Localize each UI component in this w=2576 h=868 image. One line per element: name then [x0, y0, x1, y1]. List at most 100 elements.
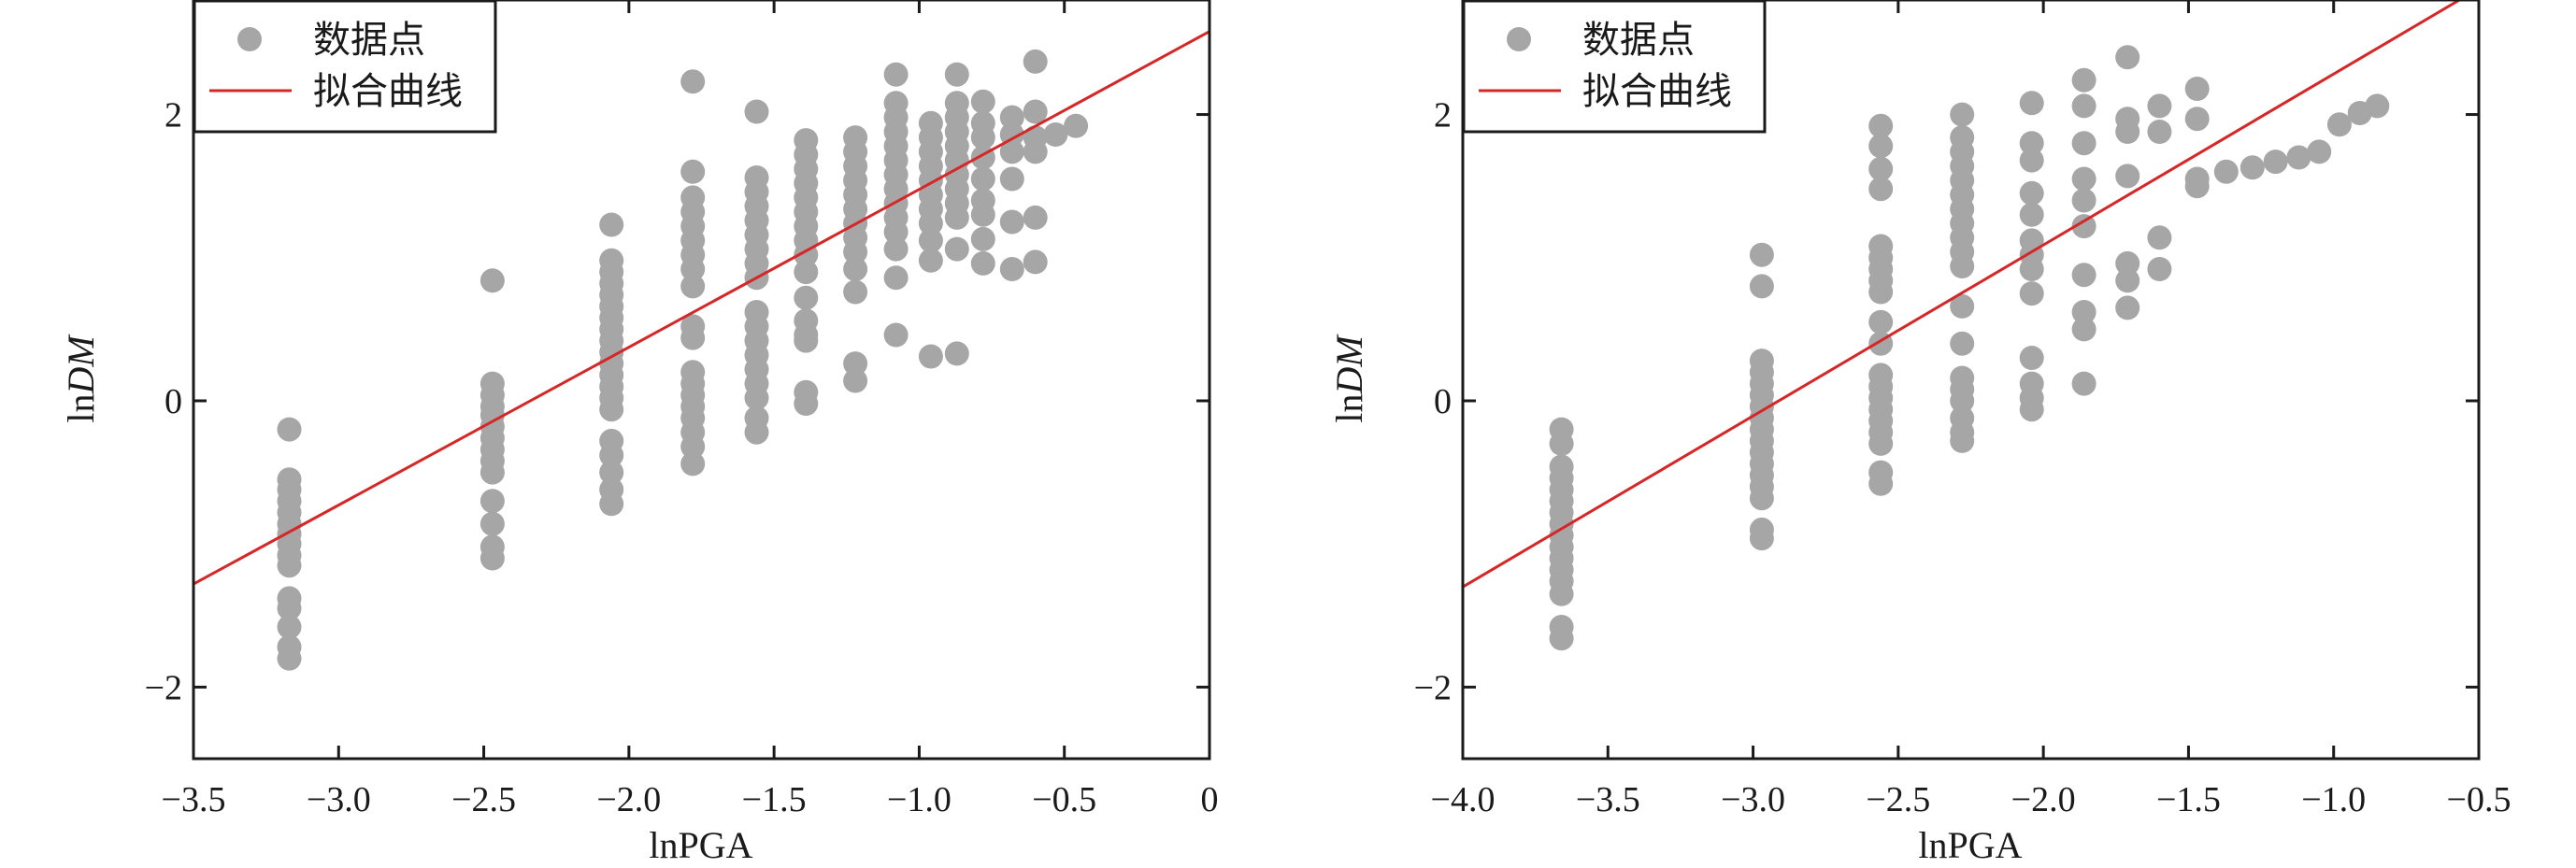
data-point-left: [918, 248, 943, 273]
data-point-left: [1023, 205, 1048, 230]
data-point-left: [999, 209, 1024, 235]
x-tick-label-left: 0: [1201, 780, 1219, 819]
data-point-left: [843, 239, 868, 264]
data-point-left: [944, 341, 969, 366]
data-point-right: [1950, 102, 1975, 127]
data-point-right: [2019, 202, 2044, 227]
legend-marker-points-left: [237, 27, 262, 51]
data-point-left: [680, 434, 706, 459]
data-point-right: [2019, 180, 2044, 206]
data-point-left: [680, 274, 706, 299]
y-tick-label-left: 2: [165, 96, 182, 135]
data-point-right: [2115, 164, 2140, 189]
data-point-left: [479, 268, 505, 293]
data-point-right: [2071, 67, 2097, 92]
data-point-left: [277, 553, 302, 578]
x-tick-label-left: −1.5: [742, 780, 807, 819]
data-point-right: [2184, 77, 2210, 101]
data-point-left: [1023, 99, 1048, 124]
data-point-right: [1868, 279, 1894, 305]
x-tick-label-left: −0.5: [1032, 780, 1096, 819]
data-point-left: [794, 391, 819, 416]
data-point-right: [2286, 145, 2311, 170]
data-point-right: [2019, 397, 2044, 422]
y-axis-label-right: lnDM: [1328, 334, 1370, 423]
data-point-right: [1749, 526, 1774, 551]
data-point-right: [2184, 107, 2210, 132]
data-point-left: [599, 460, 624, 485]
data-point-left: [970, 226, 995, 251]
data-point-right: [2019, 346, 2044, 370]
data-point-left: [970, 89, 995, 114]
data-point-left: [680, 69, 706, 94]
data-point-left: [843, 279, 868, 305]
data-point-left: [970, 202, 995, 227]
data-point-right: [2071, 188, 2097, 213]
data-point-right: [2147, 225, 2172, 250]
data-point-left: [1064, 113, 1089, 138]
data-point-right: [1868, 156, 1894, 181]
x-tick-label-right: −1.5: [2156, 780, 2221, 819]
data-point-left: [944, 205, 969, 230]
data-point-right: [2071, 166, 2097, 192]
legend-left: 数据点 拟合曲线: [193, 0, 497, 134]
legend-label-fit-right: 拟合曲线: [1582, 70, 1732, 113]
data-point-left: [680, 325, 706, 350]
data-point-right: [2240, 155, 2265, 180]
data-point-right: [2147, 93, 2172, 119]
y-axis-label-prefix-left: ln: [60, 394, 102, 423]
y-axis-label-prefix-right: ln: [1328, 394, 1370, 423]
y-tick-label-right: −2: [1414, 668, 1452, 707]
data-point-right: [2213, 159, 2239, 184]
x-tick-label-left: −2.5: [451, 780, 516, 819]
data-point-left: [599, 491, 624, 517]
x-tick-label-right: −3.5: [1576, 780, 1640, 819]
chart-right: −4.0 −3.5 −3.0 −2.5 −2.0 −1.5 −1.0 −0.5 −2 0 2 数据…: [1328, 0, 2511, 866]
data-point-left: [277, 646, 302, 671]
data-point-left: [883, 62, 909, 87]
data-point-left: [1023, 139, 1048, 164]
fit-line-left: [193, 30, 1210, 586]
y-tick-label-left: −2: [145, 668, 182, 707]
data-point-right: [2019, 148, 2044, 173]
legend-right: 数据点 拟合曲线: [1462, 0, 1767, 134]
data-point-right: [2147, 120, 2172, 144]
data-point-right: [2071, 300, 2097, 324]
y-tick-label-right: 2: [1434, 96, 1452, 135]
data-point-left: [680, 451, 706, 477]
data-point-right: [1950, 389, 1975, 413]
data-point-left: [1043, 122, 1068, 147]
x-tick-label-right: −1.0: [2301, 780, 2366, 819]
data-point-right: [1950, 293, 1975, 319]
legend-label-points-left: 数据点: [313, 19, 425, 62]
data-point-right: [1950, 428, 1975, 453]
data-point-right: [2326, 112, 2352, 137]
x-axis-label-left: lnPGA: [649, 824, 752, 866]
data-point-right: [2307, 139, 2332, 164]
data-point-right: [2115, 295, 2140, 320]
data-point-left: [277, 596, 302, 621]
data-point-left: [1023, 49, 1048, 74]
chart-left: −3.5 −3.0 −2.5 −2.0 −1.5 −1.0 −0.5 0 −2 0 2 数据点 拟…: [60, 0, 1219, 866]
data-point-left: [999, 257, 1024, 281]
data-point-left: [599, 397, 624, 422]
data-point-left: [479, 546, 505, 571]
x-axis-label-right: lnPGA: [1918, 824, 2022, 866]
y-axis-label-var-right: DM: [1328, 334, 1370, 395]
x-ticks-right: −4.0 −3.5 −3.0 −2.5 −2.0 −1.5 −1.0 −0.5: [1431, 0, 2511, 819]
data-point-left: [883, 265, 909, 291]
data-point-left: [479, 489, 505, 514]
legend-box-right: [1462, 0, 1767, 134]
data-point-left: [883, 236, 909, 262]
data-point-left: [277, 417, 302, 442]
data-point-right: [1868, 134, 1894, 159]
data-point-left: [918, 211, 943, 235]
data-point-right: [1749, 274, 1774, 299]
data-point-right: [1549, 431, 1574, 456]
data-point-right: [1549, 626, 1574, 651]
data-point-right: [2071, 214, 2097, 239]
data-point-left: [744, 385, 769, 410]
y-tick-label-left: 0: [165, 382, 182, 421]
data-point-right: [1749, 242, 1774, 267]
data-point-right: [2019, 281, 2044, 306]
